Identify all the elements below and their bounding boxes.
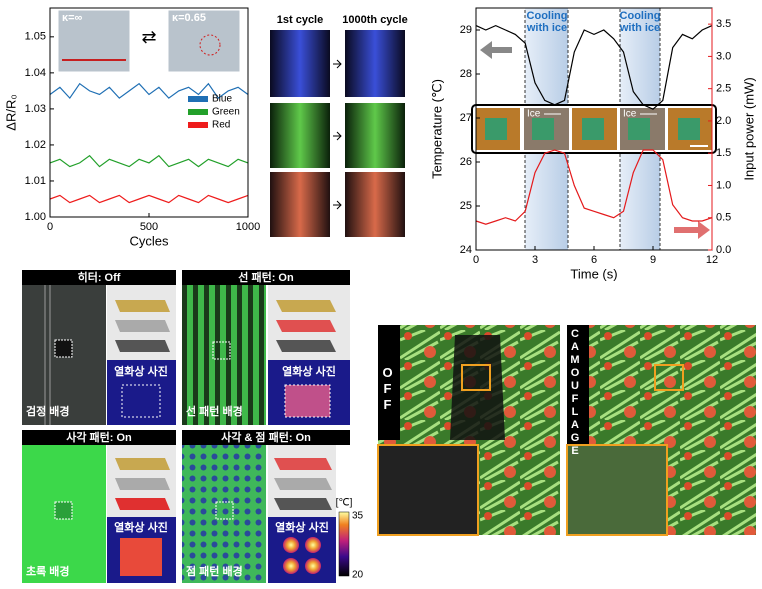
panel-headers bbox=[22, 270, 350, 445]
annotation: Cooling with ice bbox=[619, 10, 661, 34]
thermal-label: 열화상 사진 bbox=[114, 520, 168, 534]
off-label: OFF bbox=[380, 365, 395, 413]
y-tick-label: 28 bbox=[460, 68, 472, 80]
cycle-photos bbox=[270, 30, 405, 237]
series-line bbox=[475, 149, 713, 225]
colorbar-unit: [℃] bbox=[336, 498, 353, 509]
camouflage-on bbox=[566, 325, 756, 536]
x-axis-label: Time (s) bbox=[570, 266, 617, 281]
photo-strip bbox=[471, 104, 717, 154]
x-tick-label: 0 bbox=[473, 254, 479, 266]
x-tick-label: 9 bbox=[650, 254, 656, 266]
panel-caption: 검정 배경 bbox=[26, 404, 70, 418]
y-tick-label: 1.04 bbox=[25, 67, 46, 79]
annotation-box: Cooling with ice bbox=[619, 10, 661, 34]
panel-caption: 선 패턴 배경 bbox=[186, 404, 243, 418]
panel-3 bbox=[22, 445, 176, 583]
series-line bbox=[49, 82, 249, 100]
inset-circle bbox=[199, 34, 221, 56]
x-tick-label: 500 bbox=[140, 221, 158, 233]
panel-title: 히터: Off bbox=[78, 270, 121, 284]
panel-caption: 점 패턴 배경 bbox=[186, 564, 243, 578]
y-tick-label: 24 bbox=[460, 244, 472, 256]
y-tick-label: 29 bbox=[460, 24, 472, 36]
panel-1 bbox=[22, 285, 176, 425]
series-line bbox=[475, 24, 713, 110]
on-label-box: CAMOUFLAGE bbox=[569, 328, 581, 454]
legend-label: Green bbox=[212, 107, 240, 118]
panel-title: 사각 패턴: On bbox=[66, 430, 132, 444]
panel-title: 사각 & 점 패턴: On bbox=[221, 430, 311, 444]
inset-photo bbox=[167, 9, 241, 73]
y2-tick-label: 0.0 bbox=[716, 244, 731, 256]
x-tick-label: 3 bbox=[532, 254, 538, 266]
x-tick-label: 1000 bbox=[236, 221, 260, 233]
y2-axis-label: Input power (mW) bbox=[741, 77, 756, 180]
y-tick-label: 1.05 bbox=[25, 31, 46, 43]
legend-label: Blue bbox=[212, 94, 232, 105]
y2-tick-label: 2.0 bbox=[716, 115, 731, 127]
on-label: CAMOUFLAGE bbox=[569, 328, 581, 454]
arrow-left bbox=[480, 41, 512, 59]
y2-tick-label: 0.5 bbox=[716, 212, 731, 224]
reversible-arrow: ⇄ bbox=[141, 27, 156, 47]
thermal-label: 열화상 사진 bbox=[275, 520, 329, 534]
inset-photo bbox=[57, 9, 131, 73]
colorbar-max: 35 bbox=[352, 511, 364, 522]
y2-tick-label: 2.5 bbox=[716, 83, 731, 95]
y2-tick-label: 1.0 bbox=[716, 179, 731, 191]
inset-label: κ=0.65 bbox=[172, 12, 206, 24]
y-tick-label: 1.02 bbox=[25, 139, 46, 151]
y-tick-label: 1.01 bbox=[25, 175, 46, 187]
legend-swatch bbox=[188, 96, 208, 102]
photo-header: 1000th cycle bbox=[342, 14, 407, 26]
photo-header: 1st cycle bbox=[277, 14, 323, 26]
inset-label: κ=∞ bbox=[62, 12, 83, 24]
annotation-box: Cooling with ice bbox=[526, 10, 568, 34]
panel-2 bbox=[182, 285, 350, 425]
panel-4 bbox=[182, 445, 350, 583]
thermal-label: 열화상 사진 bbox=[282, 364, 336, 378]
colorbar-min: 20 bbox=[352, 570, 364, 581]
y-tick-label: 26 bbox=[460, 156, 472, 168]
y2-tick-label: 3.5 bbox=[716, 18, 731, 30]
x-tick-label: 6 bbox=[591, 254, 597, 266]
y-axis-label: ΔR/R₀ bbox=[3, 94, 18, 130]
arrow-right bbox=[674, 221, 710, 239]
panel-caption: 초록 배경 bbox=[26, 564, 70, 578]
y-tick-label: 27 bbox=[460, 112, 472, 124]
ice-label: Ice bbox=[527, 109, 541, 120]
series-line bbox=[49, 194, 249, 204]
legend-label: Red bbox=[212, 120, 230, 131]
legend-swatch bbox=[188, 122, 208, 128]
y-tick-label: 1.03 bbox=[25, 103, 46, 115]
ice-label: Ice bbox=[623, 109, 637, 120]
y-axis-label: Temperature (℃) bbox=[429, 79, 444, 179]
y-tick-label: 25 bbox=[460, 200, 472, 212]
panel-title: 선 패턴: On bbox=[238, 270, 294, 284]
x-tick-label: 12 bbox=[706, 254, 718, 266]
y2-tick-label: 3.0 bbox=[716, 50, 731, 62]
thermal-label: 열화상 사진 bbox=[114, 364, 168, 378]
x-axis-label: Cycles bbox=[129, 233, 169, 248]
y2-tick-label: 1.5 bbox=[716, 147, 731, 159]
y-tick-label: 1.00 bbox=[25, 211, 46, 223]
camouflage-off bbox=[377, 325, 560, 536]
off-label-box: OFF bbox=[380, 365, 395, 413]
annotation: Cooling with ice bbox=[526, 10, 568, 34]
x-tick-label: 0 bbox=[47, 221, 53, 233]
series-line bbox=[49, 154, 249, 168]
legend-swatch bbox=[188, 109, 208, 115]
